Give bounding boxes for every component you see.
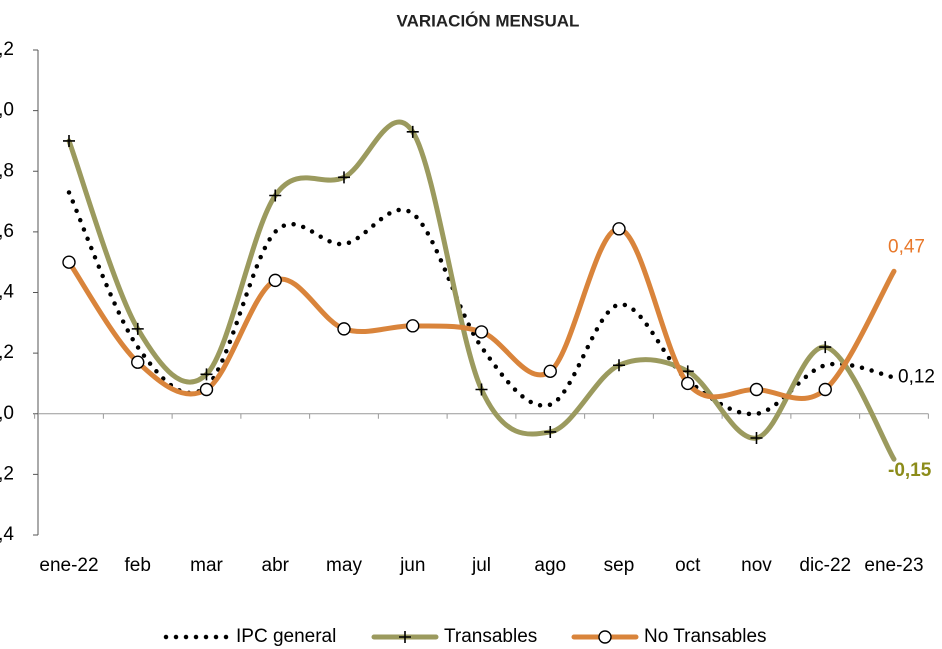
y-tick-label: 0,6 [0,221,14,242]
plus-marker [475,383,488,396]
circle-marker [199,382,214,397]
plus-marker [63,134,75,147]
plus-marker [613,359,625,372]
y-tick-label: 1,0 [0,100,14,121]
x-tick-label: ene-23 [864,555,923,576]
y-tick-label: 0,4 [0,282,14,303]
y-tick-label: -0,4 [0,524,14,545]
plus-marker [269,189,282,202]
circle-marker [337,322,351,336]
circle-marker [268,273,282,288]
x-tick-label: jun [399,555,425,576]
plus-marker [819,341,832,354]
y-tick-label: -0,2 [0,463,14,484]
chart-title: VARIACIÓN MENSUAL [397,11,580,30]
series-line [66,226,897,401]
circle-marker [598,630,612,644]
circle-marker [818,382,832,397]
end-label: -0,15 [888,460,932,481]
plus-marker [200,368,213,381]
legend-label: No Transables [644,626,767,647]
circle-marker [543,364,557,379]
y-tick-label: 0,8 [0,160,14,181]
plus-marker [544,425,557,438]
plus-marker [750,432,763,444]
x-tick-label: oct [675,555,701,576]
plus-marker [399,631,411,643]
circle-marker [681,376,695,391]
x-tick-label: dic-22 [799,555,851,576]
legend-label: Transables [444,626,537,647]
x-tick-label: jul [471,555,491,576]
x-tick-label: ago [534,555,566,576]
y-tick-label: 0,2 [0,342,14,363]
x-tick-label: abr [262,555,290,576]
x-tick-label: sep [604,555,635,576]
circle-marker [406,319,420,333]
plus-marker [406,125,419,138]
plus-marker [338,171,350,184]
circle-marker [62,255,76,269]
y-tick-label: 0,0 [0,403,14,424]
x-tick-label: nov [741,555,772,576]
x-tick-label: mar [190,555,223,576]
legend-label: IPC general [236,626,336,647]
end-label: 0,12 [898,366,935,387]
x-tick-label: ene-22 [39,555,98,576]
x-tick-label: feb [125,555,151,576]
circle-marker [474,325,489,339]
end-label: 0,47 [888,236,925,257]
series-line [66,119,897,462]
circle-marker [749,382,764,397]
circle-marker [612,222,626,236]
y-tick-label: 1,2 [0,39,14,60]
circle-marker [131,355,145,369]
plus-marker [131,322,144,335]
x-tick-label: may [326,555,362,576]
plus-marker [681,365,694,378]
